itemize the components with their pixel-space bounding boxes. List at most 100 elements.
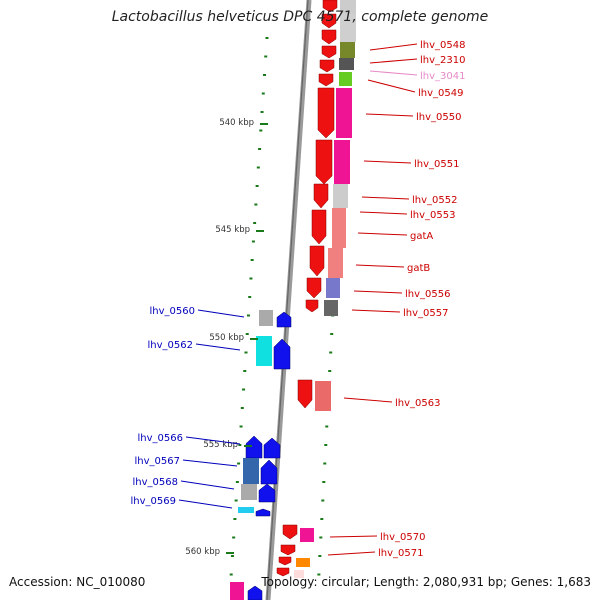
gene-arrow [321, 13, 337, 29]
hit-box [300, 528, 314, 542]
scale-label: 560 kbp [185, 547, 220, 557]
gene-arrow [306, 277, 322, 299]
gene-label-lhv_0571: lhv_0571 [378, 548, 423, 559]
gene-arrow [280, 544, 296, 556]
gene-arrow [282, 524, 298, 540]
gene-arrow [258, 483, 276, 503]
hit-box [241, 484, 257, 500]
scale-labels: 540 kbp 545 kbp 550 kbp 555 kbp 560 kbp [185, 118, 268, 557]
gene-label-lhv_0566: lhv_0566 [138, 433, 183, 444]
leader-line [369, 58, 418, 64]
leader-line [369, 43, 418, 51]
leader-line [182, 459, 238, 467]
scale-label: 540 kbp [219, 118, 254, 128]
scale-label: 550 kbp [209, 333, 244, 343]
leader-line [178, 499, 233, 509]
gene-arrow [311, 209, 327, 245]
hit-box [328, 248, 343, 278]
leader-line [351, 309, 401, 313]
leader-line [343, 397, 393, 403]
leader-line [329, 535, 378, 538]
gene-arrow [321, 45, 337, 59]
gene-label-lhv_0548: lhv_0548 [420, 40, 465, 51]
leader-line [185, 436, 241, 445]
gene-arrow [318, 73, 334, 87]
hit-box [324, 300, 338, 316]
hit-box [256, 336, 272, 366]
leader-line [195, 343, 241, 351]
gene-label-lhv_0556: lhv_0556 [405, 289, 450, 300]
hit-box [339, 58, 354, 70]
hit-box [340, 0, 356, 14]
accession-text: Accession: NC_010080 [9, 575, 146, 589]
gene-label-lhv_0552: lhv_0552 [412, 195, 457, 206]
hit-box [340, 14, 356, 42]
hit-box [294, 570, 304, 578]
gene-label-lhv_0563: lhv_0563 [395, 398, 440, 409]
gene-label-lhv_0567: lhv_0567 [135, 456, 180, 467]
gene-arrow [273, 338, 291, 370]
genome-title: Lactobacillus helveticus DPC 4571, compl… [111, 9, 489, 25]
gene-labels: lhv_0548 lhv_2310 lhv_3041 lhv_0549 lhv_0550… [131, 40, 466, 559]
gene-arrow [276, 311, 292, 328]
leader-line [353, 290, 403, 294]
gene-label-lhv_0553: lhv_0553 [410, 210, 455, 221]
hit-box [243, 458, 259, 484]
leader-line [361, 196, 410, 200]
genome-backbone [265, 0, 312, 600]
hit-box [333, 184, 348, 208]
gene-features [230, 0, 356, 600]
gene-arrow [260, 459, 278, 485]
gene-arrow [247, 585, 263, 600]
hit-box [332, 208, 346, 248]
leader-line [365, 113, 414, 117]
gene-arrow [321, 29, 337, 45]
hit-box [315, 381, 331, 411]
hit-box [326, 278, 340, 298]
gene-label-lhv_0562: lhv_0562 [148, 340, 193, 351]
leader-line [363, 160, 412, 164]
gene-arrow [322, 0, 338, 13]
leader-line [369, 70, 418, 76]
scale-label: 545 kbp [215, 225, 250, 235]
gene-arrow [315, 139, 333, 185]
gene-label-lhv_0550: lhv_0550 [416, 112, 461, 123]
hit-box [259, 310, 273, 326]
gene-label-lhv_2310: lhv_2310 [420, 55, 465, 66]
hit-box [340, 42, 355, 58]
leader-line [180, 480, 235, 490]
gene-label-lhv_0551: lhv_0551 [414, 159, 459, 170]
gene-arrow [297, 379, 313, 409]
gene-label-gatB: gatB [407, 263, 430, 274]
leader-line [357, 232, 408, 236]
hit-box [334, 140, 350, 184]
gene-arrow [255, 508, 271, 517]
gene-arrow [317, 87, 335, 139]
hit-box [336, 88, 352, 138]
gene-label-lhv_0569: lhv_0569 [131, 496, 176, 507]
hit-box [238, 507, 254, 513]
gene-label-lhv_0568: lhv_0568 [133, 477, 178, 488]
hit-box [339, 72, 352, 86]
hit-box [230, 582, 244, 600]
leader-line [355, 264, 405, 268]
gene-arrow [276, 567, 290, 577]
gene-label-lhv_0560: lhv_0560 [150, 306, 195, 317]
gene-label-lhv_0549: lhv_0549 [418, 88, 463, 99]
gene-arrow [309, 245, 325, 277]
scale-label: 555 kbp [203, 440, 238, 450]
gene-arrow [263, 437, 281, 459]
gene-arrow [319, 59, 335, 73]
gene-arrow [278, 556, 292, 566]
gene-label-lhv_0557: lhv_0557 [403, 308, 448, 319]
topology-text: Topology: circular; Length: 2,080,931 bp… [261, 575, 591, 589]
leader-line [359, 211, 408, 215]
leader-line [197, 309, 245, 318]
gene-arrow [305, 299, 319, 313]
gene-arrow [313, 183, 329, 209]
gene-label-gatA: gatA [410, 231, 433, 242]
gene-label-lhv_0570: lhv_0570 [380, 532, 425, 543]
leader-line [327, 551, 376, 556]
gene-label-lhv_3041: lhv_3041 [420, 71, 465, 82]
